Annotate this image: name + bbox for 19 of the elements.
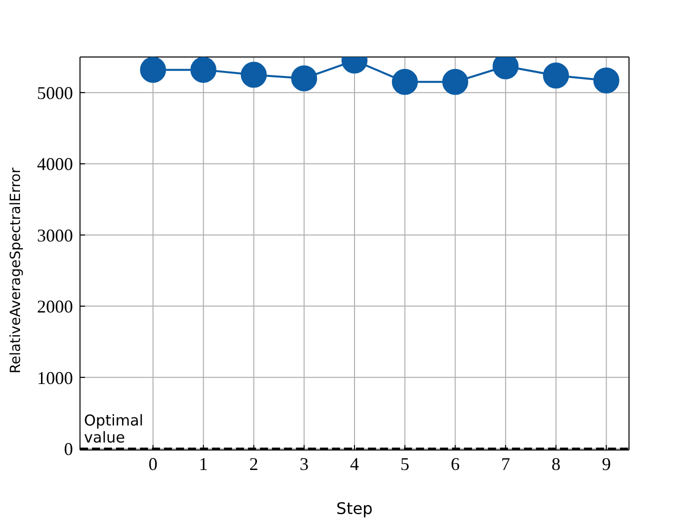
x-tick-label: 9 xyxy=(602,454,611,474)
x-tick-label: 4 xyxy=(350,454,359,474)
x-tick-label: 8 xyxy=(551,454,560,474)
x-axis-title: Step xyxy=(336,499,373,518)
x-tick-label: 5 xyxy=(400,454,410,474)
x-tick-label: 3 xyxy=(300,454,309,474)
y-tick-label: 2000 xyxy=(37,296,73,317)
x-tick-label: 2 xyxy=(249,454,258,474)
ref-line-label: Optimal value xyxy=(84,412,144,447)
x-tick-label: 6 xyxy=(450,454,460,474)
x-tick-label: 7 xyxy=(501,454,510,474)
y-tick-label: 1000 xyxy=(37,368,73,388)
y-tick-label: 0 xyxy=(64,438,73,459)
x-tick-label: 1 xyxy=(198,454,208,474)
y-tick-label: 4000 xyxy=(37,154,73,174)
y-tick-label: 3000 xyxy=(37,225,73,246)
y-tick-label: 5000 xyxy=(37,82,73,103)
y-axis-title: RelativeAverageSpectralError xyxy=(8,167,24,374)
x-tick-label: 0 xyxy=(148,454,158,474)
